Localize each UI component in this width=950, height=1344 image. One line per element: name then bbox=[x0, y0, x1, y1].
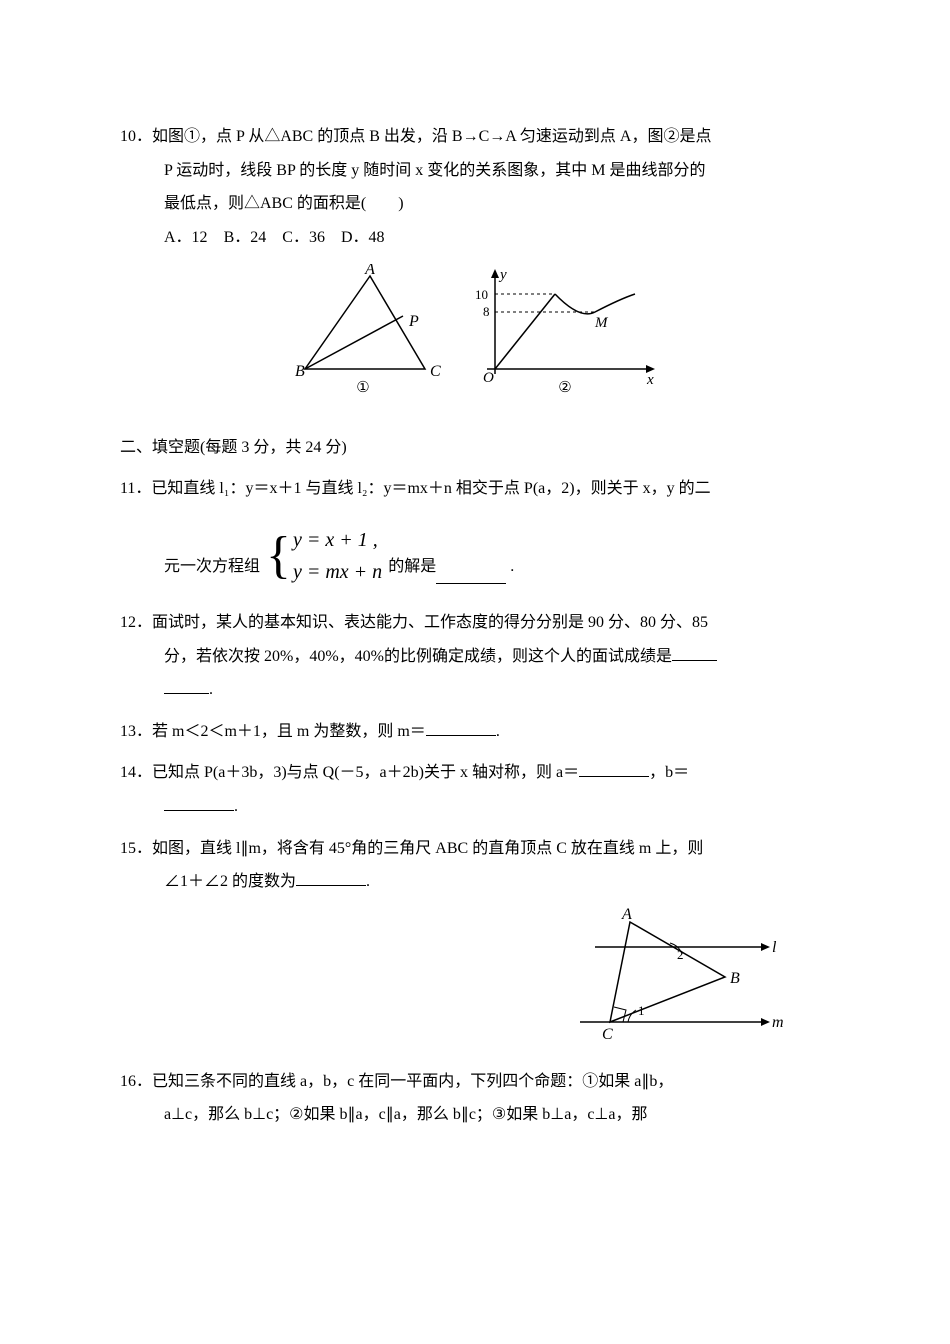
q15-figure: A B C l m 1 2 bbox=[550, 907, 790, 1047]
q11-num: 11． bbox=[120, 480, 151, 497]
q11-system: { y = x + 1 , y = mx + n bbox=[266, 528, 382, 584]
q10-l1: 如图①，点 P 从△ABC 的顶点 B 出发，沿 B→C→A 匀速运动到点 A，… bbox=[152, 128, 711, 145]
label-x: x bbox=[646, 372, 654, 388]
q12-num: 12． bbox=[120, 614, 152, 631]
q16-l1: 已知三条不同的直线 a，b，c 在同一平面内，下列四个命题：①如果 a∥b， bbox=[152, 1073, 673, 1090]
q11-period: . bbox=[510, 550, 514, 584]
q12-l2-wrap: 分，若依次按 20%，40%，40%的比例确定成绩，则这个人的面试成绩是 bbox=[120, 640, 830, 674]
question-12: 12．面试时，某人的基本知识、表达能力、工作态度的得分分别是 90 分、80 分… bbox=[120, 606, 830, 707]
q15-blank bbox=[296, 870, 366, 886]
label-c: C bbox=[602, 1026, 613, 1043]
label-l: l bbox=[772, 939, 777, 956]
q12-period: . bbox=[209, 681, 213, 698]
q15-l1: 如图，直线 l∥m，将含有 45°角的三角尺 ABC 的直角顶点 C 放在直线 … bbox=[152, 840, 703, 857]
q14-l2-wrap: . bbox=[120, 790, 830, 824]
q14-mid: ，b＝ bbox=[649, 764, 689, 781]
label-b: B bbox=[295, 363, 305, 380]
fignum-2: ② bbox=[558, 380, 571, 396]
question-16: 16．已知三条不同的直线 a，b，c 在同一平面内，下列四个命题：①如果 a∥b… bbox=[120, 1065, 830, 1132]
q13-num: 13． bbox=[120, 723, 152, 740]
label-m: m bbox=[772, 1014, 784, 1031]
q15-figure-wrap: A B C l m 1 2 bbox=[120, 907, 830, 1047]
q12-text: 12．面试时，某人的基本知识、表达能力、工作态度的得分分别是 90 分、80 分… bbox=[120, 606, 830, 640]
label-c: C bbox=[430, 363, 441, 380]
q11-eq1: y = x + 1 , bbox=[293, 528, 382, 552]
brace-icon: { bbox=[266, 530, 291, 582]
angle-2: 2 bbox=[677, 947, 684, 962]
question-13: 13．若 m＜2＜m＋1，且 m 为整数，则 m＝. bbox=[120, 715, 830, 749]
q14-blank1 bbox=[579, 761, 649, 777]
fignum-1: ① bbox=[356, 380, 369, 396]
val-10: 10 bbox=[475, 287, 488, 302]
label-o: O bbox=[483, 370, 494, 386]
section-2-header: 二、填空题(每题 3 分，共 24 分) bbox=[120, 432, 830, 464]
q11-equation: 元一次方程组 { y = x + 1 , y = mx + n 的解是 . bbox=[120, 528, 830, 584]
q14-blank2 bbox=[164, 795, 234, 811]
q15-text: 15．如图，直线 l∥m，将含有 45°角的三角尺 ABC 的直角顶点 C 放在… bbox=[120, 832, 830, 866]
q10-figure-2: 10 8 O y x M ② bbox=[465, 264, 665, 414]
q11-blank bbox=[436, 568, 506, 584]
q11-suffix: 的解是 bbox=[388, 550, 436, 584]
q10-figures: A B C P ① 10 8 O y x M ② bbox=[120, 264, 830, 414]
question-10: 10．如图①，点 P 从△ABC 的顶点 B 出发，沿 B→C→A 匀速运动到点… bbox=[120, 120, 830, 414]
q11-l1: 已知直线 l₁：y＝x＋1 与直线 l₂：y＝mx＋n 相交于点 P(a，2)，… bbox=[151, 480, 710, 497]
question-11: 11．已知直线 l₁：y＝x＋1 与直线 l₂：y＝mx＋n 相交于点 P(a，… bbox=[120, 472, 830, 584]
label-y: y bbox=[498, 267, 507, 283]
q10-text: 10．如图①，点 P 从△ABC 的顶点 B 出发，沿 B→C→A 匀速运动到点… bbox=[120, 120, 830, 154]
q14-period: . bbox=[234, 798, 238, 815]
q10-l2: P 运动时，线段 BP 的长度 y 随时间 x 变化的关系图象，其中 M 是曲线… bbox=[120, 154, 830, 188]
q15-period: . bbox=[366, 873, 370, 890]
q12-l3-wrap: . bbox=[120, 673, 830, 707]
q10-num: 10． bbox=[120, 128, 152, 145]
q16-text: 16．已知三条不同的直线 a，b，c 在同一平面内，下列四个命题：①如果 a∥b… bbox=[120, 1065, 830, 1099]
angle-1: 1 bbox=[638, 1003, 645, 1018]
val-8: 8 bbox=[483, 304, 490, 319]
question-15: 15．如图，直线 l∥m，将含有 45°角的三角尺 ABC 的直角顶点 C 放在… bbox=[120, 832, 830, 1047]
q12-l1: 面试时，某人的基本知识、表达能力、工作态度的得分分别是 90 分、80 分、85 bbox=[152, 614, 708, 631]
label-m: M bbox=[594, 315, 609, 331]
question-14: 14．已知点 P(a＋3b，3)与点 Q(－5，a＋2b)关于 x 轴对称，则 … bbox=[120, 756, 830, 823]
q10-d: D．48 bbox=[341, 229, 385, 246]
q14-num: 14． bbox=[120, 764, 152, 781]
label-b: B bbox=[730, 970, 740, 987]
q13-l1: 若 m＜2＜m＋1，且 m 为整数，则 m＝ bbox=[152, 723, 426, 740]
label-p: P bbox=[408, 313, 419, 330]
q14-text: 14．已知点 P(a＋3b，3)与点 Q(－5，a＋2b)关于 x 轴对称，则 … bbox=[120, 756, 830, 790]
q13-blank bbox=[426, 720, 496, 736]
q10-l3: 最低点，则△ABC 的面积是( ) bbox=[120, 187, 830, 221]
q11-text: 11．已知直线 l₁：y＝x＋1 与直线 l₂：y＝mx＋n 相交于点 P(a，… bbox=[120, 472, 830, 506]
q16-l2: a⊥c，那么 b⊥c；②如果 b∥a，c∥a，那么 b∥c；③如果 b⊥a，c⊥… bbox=[120, 1098, 830, 1132]
q13-period: . bbox=[496, 723, 500, 740]
q10-options: A．12 B．24 C．36 D．48 bbox=[120, 221, 830, 255]
q13-text: 13．若 m＜2＜m＋1，且 m 为整数，则 m＝. bbox=[120, 715, 830, 749]
q10-a: A．12 bbox=[164, 229, 208, 246]
label-a: A bbox=[364, 264, 375, 278]
q12-blank1 bbox=[672, 645, 717, 661]
q15-num: 15． bbox=[120, 840, 152, 857]
q12-blank2 bbox=[164, 678, 209, 694]
q10-c: C．36 bbox=[282, 229, 325, 246]
q12-l2: 分，若依次按 20%，40%，40%的比例确定成绩，则这个人的面试成绩是 bbox=[164, 648, 672, 665]
q11-eq2: y = mx + n bbox=[293, 560, 382, 584]
q15-l2-wrap: ∠1＋∠2 的度数为. bbox=[120, 865, 830, 899]
label-a: A bbox=[621, 907, 632, 923]
q14-l1: 已知点 P(a＋3b，3)与点 Q(－5，a＋2b)关于 x 轴对称，则 a＝ bbox=[152, 764, 579, 781]
q11-prefix: 元一次方程组 bbox=[164, 550, 260, 584]
q16-num: 16． bbox=[120, 1073, 152, 1090]
q10-b: B．24 bbox=[224, 229, 267, 246]
q10-figure-1: A B C P ① bbox=[285, 264, 455, 414]
q15-l2: ∠1＋∠2 的度数为 bbox=[164, 873, 296, 890]
